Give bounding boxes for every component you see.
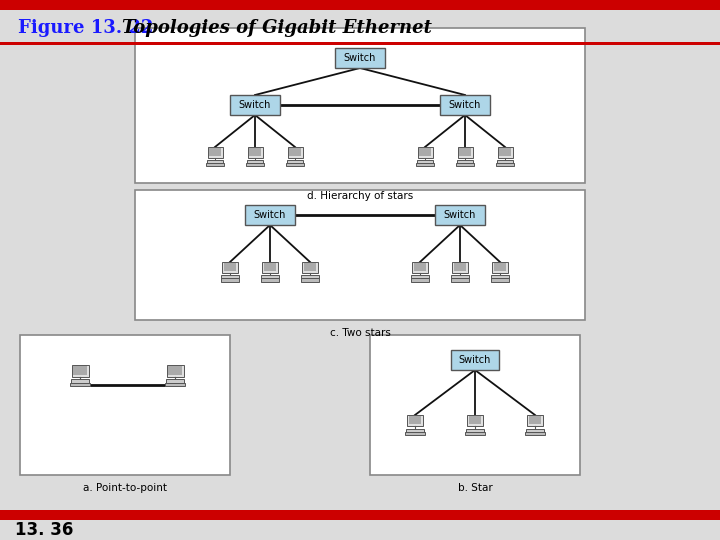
Bar (245, 205, 295, 225)
Bar (451, 275, 469, 279)
Bar (262, 262, 278, 273)
Bar (73, 366, 87, 375)
Bar (419, 148, 431, 156)
Text: Switch: Switch (444, 210, 476, 220)
Bar (410, 279, 429, 281)
Bar (206, 163, 224, 166)
Bar (207, 147, 222, 158)
Bar (412, 262, 428, 273)
Bar (492, 275, 508, 279)
Bar (527, 415, 543, 426)
Bar (0, 510, 720, 520)
Bar (467, 415, 483, 426)
Bar (411, 275, 428, 279)
Bar (416, 163, 434, 166)
Bar (230, 95, 280, 115)
Bar (451, 350, 499, 370)
Bar (168, 366, 181, 375)
Bar (465, 432, 485, 435)
Bar (414, 263, 426, 271)
Bar (261, 275, 279, 279)
Bar (526, 432, 544, 435)
Text: Switch: Switch (459, 355, 491, 365)
Bar (249, 148, 261, 156)
Bar (418, 147, 433, 158)
Bar (417, 160, 433, 163)
Bar (459, 148, 471, 156)
Bar (496, 163, 514, 166)
Bar (456, 160, 473, 163)
Bar (302, 262, 318, 273)
Bar (467, 429, 484, 432)
Bar (166, 380, 184, 383)
Bar (335, 48, 385, 68)
Text: Topologies of Gigabit Ethernet: Topologies of Gigabit Ethernet (122, 19, 432, 37)
Bar (165, 383, 185, 386)
Bar (246, 163, 264, 166)
Bar (224, 263, 236, 271)
Bar (71, 365, 89, 377)
Bar (526, 429, 544, 432)
Bar (304, 263, 316, 271)
Bar (222, 275, 238, 279)
Text: Switch: Switch (239, 100, 271, 110)
Bar (452, 262, 468, 273)
Bar (469, 416, 482, 424)
Bar (261, 279, 279, 281)
Text: b. Star: b. Star (458, 483, 492, 493)
Bar (457, 147, 472, 158)
Bar (435, 205, 485, 225)
Bar (286, 163, 304, 166)
Text: d. Hierarchy of stars: d. Hierarchy of stars (307, 191, 413, 201)
Bar (301, 279, 320, 281)
Bar (0, 0, 720, 10)
Bar (490, 279, 509, 281)
Bar (440, 95, 490, 115)
Text: Switch: Switch (344, 53, 376, 63)
Bar (0, 42, 720, 45)
Bar (454, 263, 467, 271)
Bar (166, 365, 184, 377)
Bar (407, 415, 423, 426)
Bar (406, 429, 424, 432)
Bar (70, 383, 90, 386)
Bar (528, 416, 541, 424)
Bar (302, 275, 318, 279)
Text: 13. 36: 13. 36 (15, 521, 73, 539)
Bar (20, 335, 230, 475)
Bar (207, 160, 223, 163)
Bar (451, 279, 469, 281)
Bar (494, 263, 506, 271)
Bar (456, 163, 474, 166)
Bar (264, 263, 276, 271)
Bar (135, 28, 585, 183)
Bar (287, 160, 303, 163)
Text: c. Two stars: c. Two stars (330, 328, 390, 338)
Text: Figure 13. 22: Figure 13. 22 (18, 19, 153, 37)
Bar (497, 160, 513, 163)
Bar (499, 148, 511, 156)
Bar (405, 432, 425, 435)
Text: Switch: Switch (254, 210, 286, 220)
Bar (289, 148, 301, 156)
Text: a. Point-to-point: a. Point-to-point (83, 483, 167, 493)
Bar (287, 147, 302, 158)
Bar (209, 148, 221, 156)
Bar (498, 147, 513, 158)
Bar (135, 190, 585, 320)
Bar (222, 262, 238, 273)
Bar (220, 279, 239, 281)
Bar (409, 416, 421, 424)
Bar (71, 380, 89, 383)
Bar (248, 147, 263, 158)
Bar (492, 262, 508, 273)
Bar (247, 160, 264, 163)
Text: Switch: Switch (449, 100, 481, 110)
Bar (370, 335, 580, 475)
